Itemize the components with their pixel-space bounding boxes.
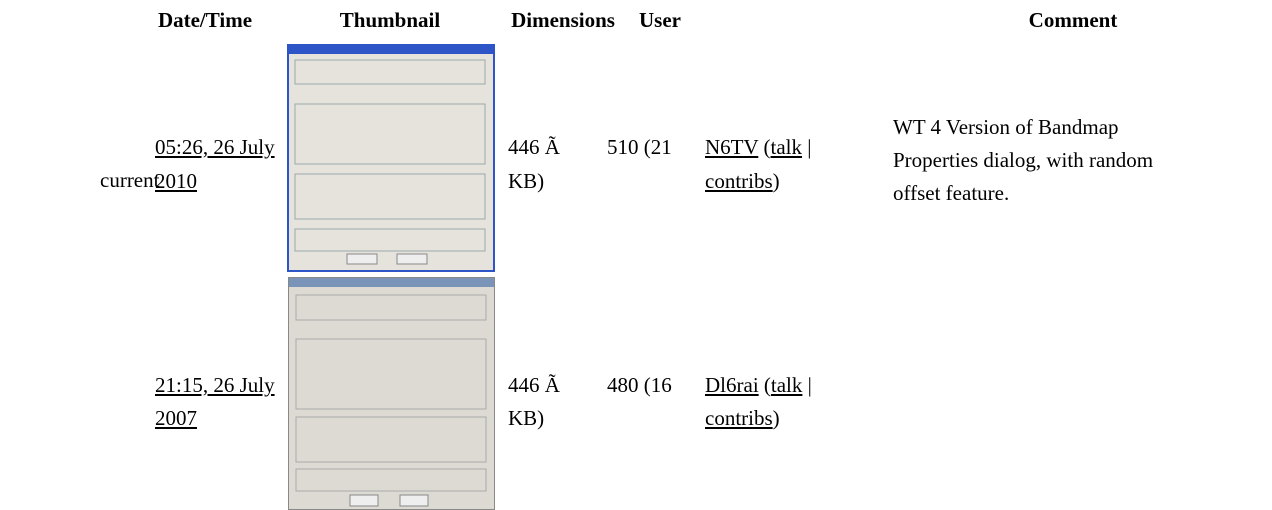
header: Date/Time <box>157 8 253 32</box>
header: Comment <box>1028 8 1118 32</box>
date-link[interactable]: 2010 <box>155 169 197 193</box>
dimensions: 446 Ã <box>508 373 560 397</box>
dimensions: 510 (21 <box>607 135 672 159</box>
punct: | <box>802 135 812 159</box>
date-link[interactable]: 21:15, 26 July <box>155 373 275 397</box>
punct: | <box>802 373 812 397</box>
date-link[interactable]: 2007 <box>155 406 197 430</box>
thumbnail[interactable] <box>288 277 495 510</box>
header: Thumbnail <box>339 8 441 32</box>
date-link[interactable]: 2010 <box>155 169 197 193</box>
contribs-link[interactable]: contribs <box>705 406 773 430</box>
header: User <box>639 8 681 32</box>
punct: ) <box>772 169 780 193</box>
comment: Properties dialog, with random <box>893 148 1154 172</box>
comment: offset feature. <box>893 181 1010 205</box>
user-link[interactable]: N6TV <box>705 135 759 159</box>
date-link[interactable]: 05:26, 26 July <box>155 135 275 159</box>
user-line: contribs) <box>705 169 780 193</box>
user-line: Dl6rai (talk | <box>705 373 812 397</box>
thumbnail[interactable] <box>287 44 495 272</box>
user-line: contribs) <box>705 406 780 430</box>
status: current <box>100 168 160 192</box>
contribs-link[interactable]: contribs <box>705 169 773 193</box>
date-link[interactable]: 21:15, 26 July <box>155 373 275 397</box>
header: Dimensions <box>511 8 615 32</box>
dimensions: 480 (16 <box>607 373 672 397</box>
user-link[interactable]: Dl6rai <box>705 373 759 397</box>
dimensions: 446 Ã <box>508 135 560 159</box>
talk-link[interactable]: talk <box>770 373 803 397</box>
talk-link[interactable]: talk <box>770 135 803 159</box>
punct: ) <box>772 406 780 430</box>
date-link[interactable]: 2007 <box>155 406 197 430</box>
punct: ( <box>758 373 771 397</box>
comment: WT 4 Version of Bandmap <box>893 115 1119 139</box>
dimensions: KB) <box>508 406 545 430</box>
user-line: N6TV (talk | <box>705 135 812 159</box>
date-link[interactable]: 05:26, 26 July <box>155 135 275 159</box>
dimensions: KB) <box>508 169 545 193</box>
punct: ( <box>758 135 771 159</box>
